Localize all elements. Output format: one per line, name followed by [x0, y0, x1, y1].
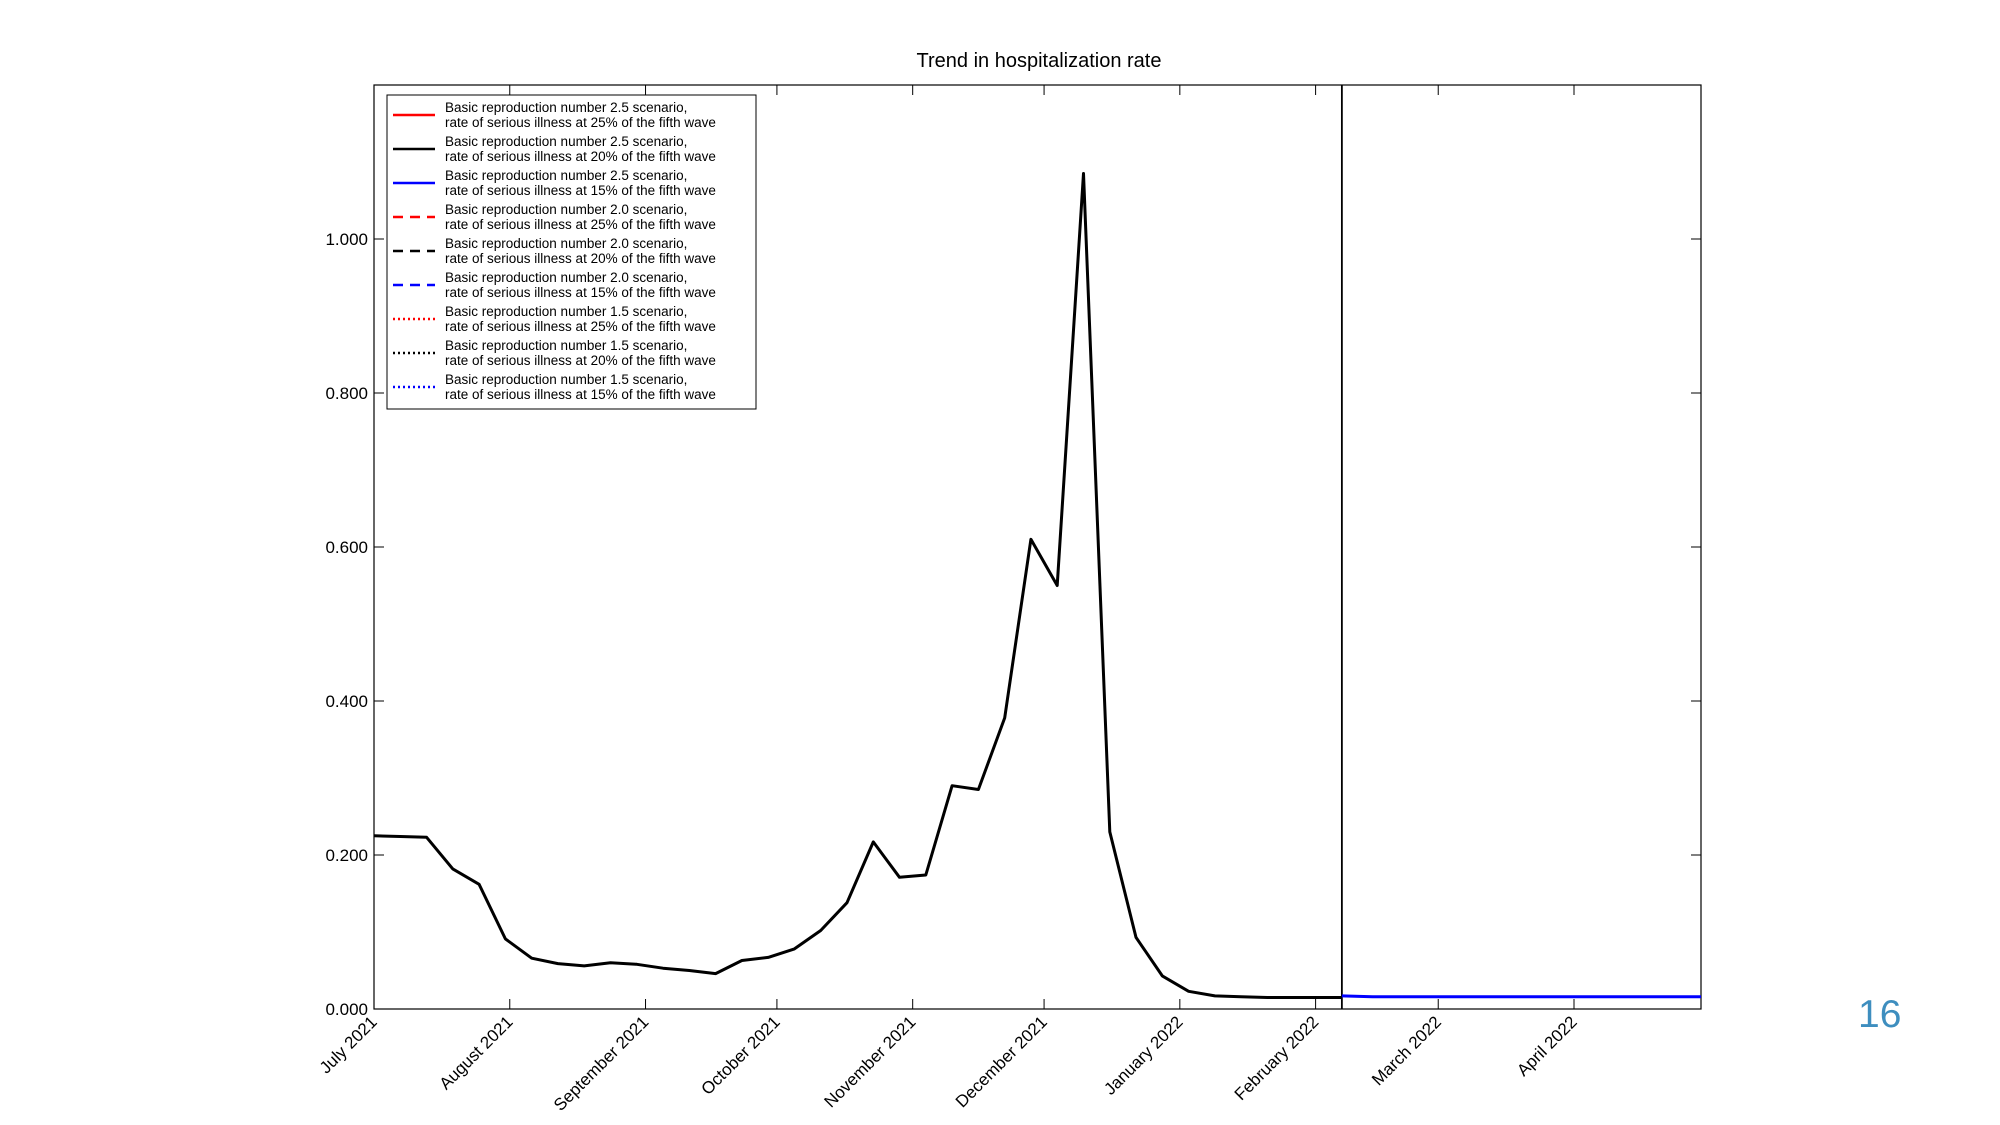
chart-title: Trend in hospitalization rate — [917, 50, 1162, 72]
x-tick-label: October 2021 — [697, 1012, 783, 1098]
legend-label: Basic reproduction number 2.0 scenario, r… — [445, 236, 716, 266]
series-line — [1341, 994, 1701, 999]
x-tick-label: April 2022 — [1513, 1012, 1581, 1080]
legend-label: Basic reproduction number 2.0 scenario, r… — [445, 202, 716, 232]
page-number: 16 — [1858, 993, 1902, 1036]
x-tick-label: January 2022 — [1100, 1012, 1186, 1098]
legend-label-line: rate of serious illness at 15% of the fi… — [445, 387, 716, 402]
legend-label-line: Basic reproduction number 2.0 scenario, — [445, 270, 687, 285]
legend-label: Basic reproduction number 2.0 scenario, r… — [445, 270, 716, 300]
legend-label-line: Basic reproduction number 2.0 scenario, — [445, 236, 687, 251]
legend-box — [386, 94, 757, 410]
legend-label: Basic reproduction number 2.5 scenario, r… — [445, 100, 716, 130]
legend-label: Basic reproduction number 2.5 scenario, r… — [445, 134, 716, 164]
legend-label-line: Basic reproduction number 1.5 scenario, — [445, 338, 687, 353]
series-line — [373, 172, 1342, 999]
legend-label-line: rate of serious illness at 25% of the fi… — [445, 115, 716, 130]
legend-label: Basic reproduction number 1.5 scenario, r… — [445, 304, 716, 334]
y-tick-label: 0.600 — [325, 538, 368, 557]
legend-label-line: Basic reproduction number 1.5 scenario, — [445, 372, 687, 387]
legend-label-line: rate of serious illness at 15% of the fi… — [445, 285, 716, 300]
legend-label-line: rate of serious illness at 20% of the fi… — [445, 251, 716, 266]
y-tick-label: 0.400 — [325, 692, 368, 711]
legend-label: Basic reproduction number 1.5 scenario, r… — [445, 338, 716, 368]
legend-label-line: rate of serious illness at 25% of the fi… — [445, 217, 716, 232]
x-tick-label: February 2022 — [1231, 1012, 1323, 1104]
legend-label-line: Basic reproduction number 1.5 scenario, — [445, 304, 687, 319]
y-tick-label: 0.800 — [325, 384, 368, 403]
legend-label-line: Basic reproduction number 2.5 scenario, — [445, 134, 687, 149]
legend-label-line: rate of serious illness at 25% of the fi… — [445, 319, 716, 334]
x-tick-label: September 2021 — [550, 1012, 652, 1114]
legend-label-line: Basic reproduction number 2.5 scenario, — [445, 168, 687, 183]
y-tick-label: 1.000 — [325, 230, 368, 249]
y-tick-label: 0.000 — [325, 1000, 368, 1019]
legend-label: Basic reproduction number 1.5 scenario, r… — [445, 372, 716, 402]
legend-label: Basic reproduction number 2.5 scenario, r… — [445, 168, 716, 198]
legend-label-line: rate of serious illness at 20% of the fi… — [445, 353, 716, 368]
x-tick-label: November 2021 — [821, 1012, 920, 1111]
x-tick-label: March 2022 — [1368, 1012, 1445, 1089]
x-tick-label: December 2021 — [952, 1012, 1051, 1111]
y-tick-label: 0.200 — [325, 846, 368, 865]
legend: Basic reproduction number 2.5 scenario, r… — [386, 94, 757, 410]
legend-label-line: Basic reproduction number 2.5 scenario, — [445, 100, 687, 115]
legend-label-line: rate of serious illness at 15% of the fi… — [445, 183, 716, 198]
legend-label-line: Basic reproduction number 2.0 scenario, — [445, 202, 687, 217]
legend-label-line: rate of serious illness at 20% of the fi… — [445, 149, 716, 164]
x-tick-label: August 2021 — [436, 1012, 517, 1093]
x-tick-label: July 2021 — [316, 1012, 381, 1077]
